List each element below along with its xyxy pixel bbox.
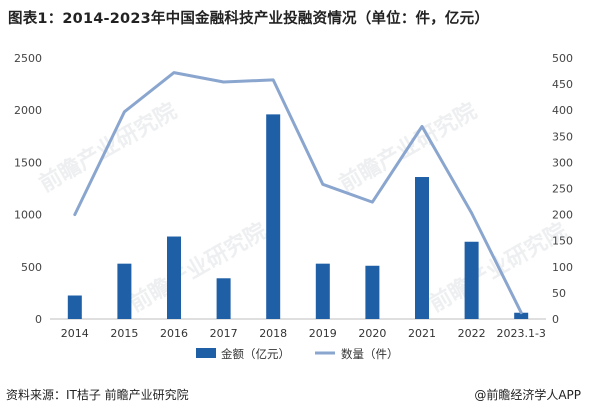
x-tick-label: 2020 [358,327,386,340]
x-tick-label: 2014 [61,327,89,340]
bar [365,265,380,319]
bar-series [67,114,529,319]
y-right-tick-label: 500 [552,52,573,65]
bar [216,278,231,319]
y-right-tick-label: 300 [552,156,573,169]
y-right-tick-label: 250 [552,183,573,196]
bar [315,263,330,319]
x-tick-label: 2016 [160,327,188,340]
x-tick-label: 2021 [408,327,436,340]
bar [266,114,281,319]
legend-swatch-bar [196,348,216,358]
legend-label-line: 数量（件） [341,347,399,361]
y-left-tick-label: 500 [21,261,42,274]
bar [117,263,132,319]
y-right-tick-label: 350 [552,130,573,143]
legend-label-bar: 金额（亿元） [221,347,290,361]
source-note: 资料来源：IT桔子 前瞻产业研究院 [6,388,189,402]
y-left-tick-label: 2500 [14,52,42,65]
y-left-tick-label: 0 [35,313,42,326]
x-tick-label: 2018 [259,327,287,340]
x-tick-label: 2019 [309,327,337,340]
chart-title: 图表1：2014-2023年中国金融科技产业投融资情况（单位：件，亿元） [8,11,490,27]
legend: 金额（亿元） 数量（件） [196,347,399,361]
y-right-tick-label: 200 [552,209,573,222]
y-right-tick-label: 150 [552,235,573,248]
x-tick-label: 2022 [458,327,486,340]
y-right-tick-label: 400 [552,104,573,117]
brand-note: @前瞻经济学人APP [474,388,581,402]
x-tick-label: 2015 [110,327,138,340]
x-axis: 2014 2015 2016 2017 2018 2019 2020 2021 2022 2023… [61,327,546,340]
series-line [73,71,523,315]
x-tick-label: 2017 [210,327,238,340]
y-left-tick-label: 2000 [14,104,42,117]
bar [67,295,82,319]
y-left-tick-label: 1000 [14,209,42,222]
bar [415,177,429,319]
left-axis: 0 500 1000 1500 2000 2500 [14,52,42,326]
right-axis: 0 50 100 150 200 250 300 350 400 450 500 [552,52,573,326]
y-right-tick-label: 50 [552,287,566,300]
footer: 资料来源：IT桔子 前瞻产业研究院 @前瞻经济学人APP [0,386,589,408]
line-series [73,71,523,315]
bar [167,236,181,319]
bar [514,312,529,319]
y-right-tick-label: 0 [552,313,559,326]
y-right-tick-label: 100 [552,261,573,274]
bar [464,241,479,319]
y-left-tick-label: 1500 [14,156,42,169]
y-right-tick-label: 450 [552,78,573,91]
x-tick-label: 2023.1-3 [496,327,545,340]
combo-chart: 0 500 1000 1500 2000 2500 0 50 100 150 200 250 300 3… [14,52,573,361]
